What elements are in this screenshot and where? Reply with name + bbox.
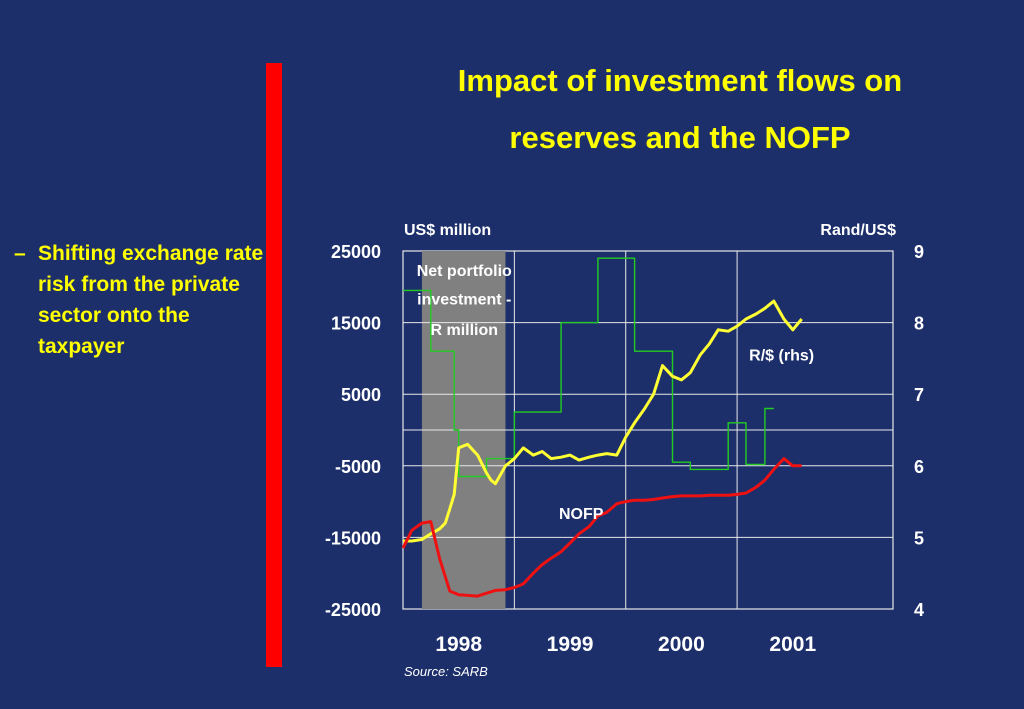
series-line-1 — [403, 257, 774, 478]
annotation-label: Net portfolio — [417, 263, 512, 280]
x-tick-label: 1998 — [435, 633, 482, 656]
x-tick-label: 1999 — [547, 633, 594, 656]
annotation-label: NOFP — [559, 506, 604, 523]
right-tick-label: 9 — [914, 242, 924, 262]
x-tick-label: 2000 — [658, 633, 705, 656]
right-tick-label: 6 — [914, 457, 924, 477]
left-axis-unit: US$ million — [404, 222, 491, 239]
right-tick-label: 4 — [914, 600, 924, 620]
right-tick-label: 5 — [914, 528, 924, 548]
series-line-3 — [401, 457, 802, 598]
left-tick-label: -15000 — [325, 528, 381, 548]
series-line-2 — [403, 299, 803, 543]
source-note: Source: SARB — [404, 664, 488, 679]
title-line-1: Impact of investment flows on — [457, 63, 903, 98]
left-tick-label: 15000 — [331, 314, 381, 334]
bullet-dash: – — [14, 242, 26, 265]
right-tick-label: 8 — [914, 314, 924, 334]
left-tick-label: -5000 — [335, 457, 381, 477]
right-tick-label: 7 — [914, 385, 924, 405]
annotation-label: R/$ (rhs) — [749, 348, 814, 365]
x-tick-label: 2001 — [769, 633, 816, 656]
annotation-label: investment - — [417, 292, 511, 309]
accent-bar — [266, 63, 282, 667]
slide-title: Impact of investment flows on reserves a… — [380, 52, 980, 166]
left-tick-label: 25000 — [331, 242, 381, 262]
title-line-2: reserves and the NOFP — [509, 120, 851, 155]
left-tick-label: -25000 — [325, 600, 381, 620]
left-tick-label: 5000 — [341, 385, 381, 405]
right-axis-unit: Rand/US$ — [820, 222, 896, 239]
bullet-point: – Shifting exchange rate risk from the p… — [14, 238, 264, 362]
bullet-text: Shifting exchange rate risk from the pri… — [38, 242, 264, 358]
annotation-label: R million — [430, 322, 498, 339]
